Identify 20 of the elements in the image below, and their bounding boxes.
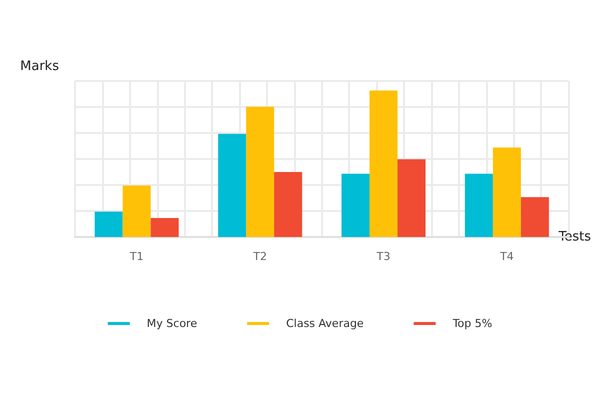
x-tick-label: T2 bbox=[252, 250, 267, 263]
bar bbox=[464, 174, 493, 237]
legend-label: My Score bbox=[146, 317, 198, 330]
bar bbox=[398, 159, 426, 237]
legend-label: Top 5% bbox=[452, 317, 492, 330]
bar bbox=[218, 134, 246, 237]
bar bbox=[274, 172, 302, 237]
bar bbox=[492, 148, 521, 237]
x-tick-label: T3 bbox=[376, 250, 390, 263]
bar bbox=[342, 174, 370, 237]
bar bbox=[122, 185, 151, 237]
x-tick-label: T4 bbox=[499, 250, 514, 263]
bar bbox=[94, 212, 123, 237]
y-axis-title: Marks bbox=[20, 59, 60, 74]
bar bbox=[520, 197, 549, 237]
legend-label: Class Average bbox=[286, 317, 364, 330]
bar bbox=[150, 218, 179, 237]
bar bbox=[246, 106, 274, 237]
bar bbox=[370, 90, 398, 237]
x-tick-label: T1 bbox=[128, 250, 144, 263]
